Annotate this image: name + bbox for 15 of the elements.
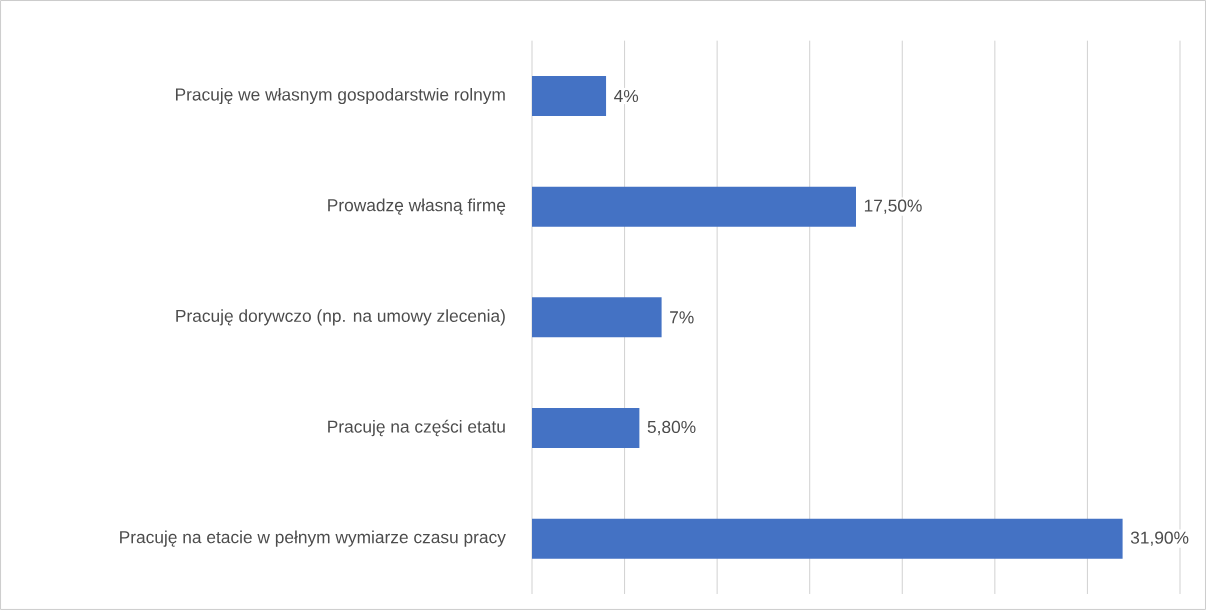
bar [532,407,640,448]
bar [532,186,856,227]
y-tick-label: Pracuję na części etatu [328,419,505,437]
y-tick-label: Prowadzę własną firmę [328,198,506,215]
y-tick-label: Pracuję dorywczo (np. na umowy zlecenia) [176,309,505,326]
bar [532,76,607,116]
data-label: 7% [670,311,694,324]
bar [532,518,1123,559]
data-label: 5,80% [647,420,696,436]
bar [532,297,662,338]
data-label: 31,90% [1130,531,1189,546]
y-tick-label: Pracuję na etacie w pełnym wymiarze czasu pracy [120,530,506,547]
data-label: 4% [614,89,639,103]
y-tick-label: Pracuję we własnym gospodarstwie rolnym [176,87,505,105]
data-label: 17,50% [864,199,922,214]
